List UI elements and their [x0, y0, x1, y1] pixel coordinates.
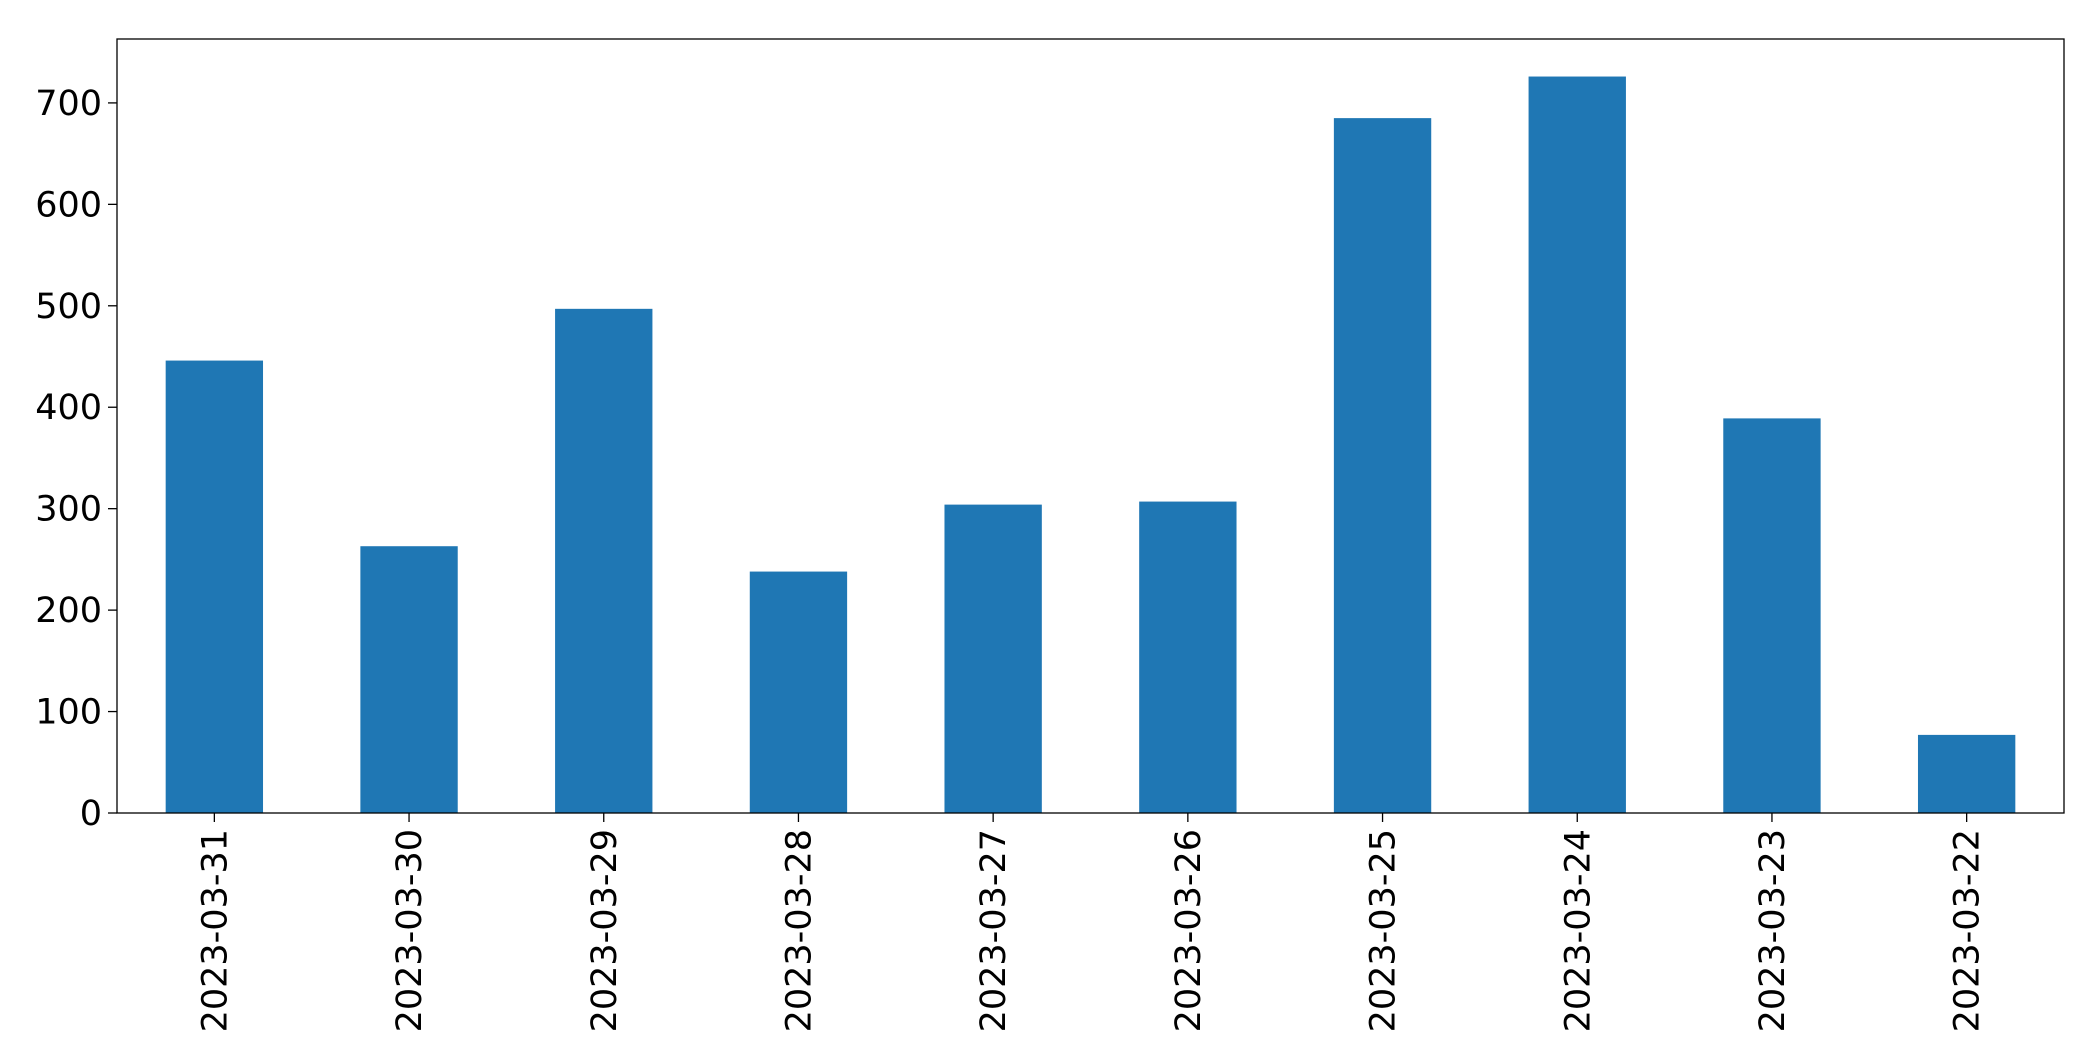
x-tick-label: 2023-03-29: [585, 829, 625, 1032]
y-tick-label: 400: [35, 388, 102, 428]
x-tick-label: 2023-03-22: [1948, 829, 1988, 1032]
x-tick-label: 2023-03-28: [779, 829, 819, 1032]
y-tick-label: 0: [80, 794, 102, 834]
bar: [1139, 501, 1237, 813]
bar: [555, 308, 653, 813]
y-tick-label: 600: [35, 185, 102, 225]
bar: [944, 504, 1042, 813]
x-tick-label: 2023-03-31: [195, 829, 235, 1032]
bar: [749, 571, 848, 813]
bar: [1333, 118, 1432, 813]
y-tick-label: 100: [35, 693, 102, 733]
x-tick-label: 2023-03-24: [1558, 829, 1598, 1032]
x-tick-label: 2023-03-30: [390, 829, 430, 1032]
y-tick-label: 500: [35, 287, 102, 327]
bar: [1528, 76, 1626, 813]
bar: [1723, 418, 1821, 813]
bar: [360, 546, 458, 813]
y-tick-label: 200: [35, 591, 102, 631]
x-tick-label: 2023-03-27: [974, 829, 1014, 1032]
plot-frame: [116, 38, 2065, 814]
x-tick-label: 2023-03-26: [1169, 829, 1209, 1032]
y-tick-label: 300: [35, 490, 102, 530]
y-tick-label: 700: [35, 84, 102, 124]
bar: [1917, 734, 2016, 813]
x-tick-label: 2023-03-25: [1364, 829, 1404, 1032]
x-tick-label: 2023-03-23: [1753, 829, 1793, 1032]
bar: [165, 360, 264, 813]
